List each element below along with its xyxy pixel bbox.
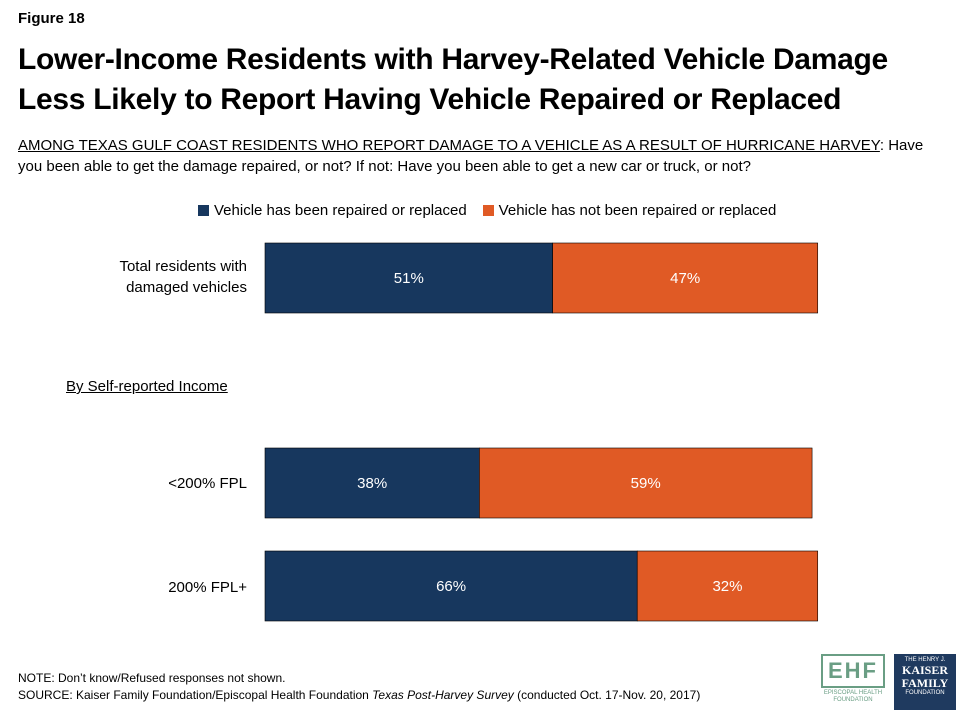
legend-item-not-repaired: Vehicle has not been repaired or replace… — [482, 202, 777, 219]
source-text: SOURCE: Kaiser Family Foundation/Episcop… — [18, 687, 700, 704]
chart-subtitle: AMONG TEXAS GULF COAST RESIDENTS WHO REP… — [18, 135, 948, 177]
data-label-total-repaired: 51% — [394, 270, 424, 287]
legend-label-not-repaired: Vehicle has not been repaired or replace… — [498, 202, 777, 219]
data-label-total-not-repaired: 47% — [670, 270, 700, 287]
kff-logo-family: FAMILY — [901, 676, 949, 690]
source-survey-name: Texas Post-Harvey Survey — [372, 688, 514, 702]
legend-label-repaired: Vehicle has been repaired or replaced — [214, 202, 467, 219]
subtitle-population: AMONG TEXAS GULF COAST RESIDENTS WHO REP… — [18, 137, 880, 154]
category-label-total-line2: damaged vehicles — [126, 279, 247, 296]
logos: EHF EPISCOPAL HEALTH FOUNDATION THE HENR… — [818, 654, 956, 710]
data-label-low-income-not-repaired: 59% — [631, 475, 661, 492]
source-suffix: (conducted Oct. 17-Nov. 20, 2017) — [513, 688, 701, 702]
legend: Vehicle has been repaired or replaced Ve… — [198, 202, 792, 219]
episcopal-health-foundation-logo: EHF EPISCOPAL HEALTH FOUNDATION — [818, 654, 888, 710]
category-label-total-line1: Total residents with — [119, 258, 247, 275]
data-label-high-income-not-repaired: 32% — [712, 578, 742, 595]
note-text: NOTE: Don’t know/Refused responses not s… — [18, 671, 286, 685]
ehf-logo-mark: EHF — [821, 654, 885, 688]
kaiser-family-foundation-logo: THE HENRY J. KAISER FAMILY FOUNDATION — [894, 654, 956, 710]
kff-logo-kaiser: KAISER — [901, 663, 948, 677]
kff-logo-bottom: FOUNDATION — [905, 690, 945, 696]
subtitle-question: : Have you been able to get the damage r… — [18, 137, 924, 175]
bar-high-income-not-repaired — [636, 550, 819, 622]
legend-swatch-repaired — [198, 205, 209, 216]
legend-item-repaired: Vehicle has been repaired or replaced — [198, 202, 467, 219]
category-label-high-income: 200% FPL+ — [168, 579, 247, 596]
chart-title: Lower-Income Residents with Harvey-Relat… — [18, 43, 888, 116]
source-prefix: SOURCE: Kaiser Family Foundation/Episcop… — [18, 688, 373, 702]
bar-total-repaired — [264, 242, 553, 314]
figure-label: Figure 18 — [18, 10, 85, 27]
data-label-low-income-repaired: 38% — [357, 475, 387, 492]
legend-swatch-not-repaired — [482, 205, 494, 216]
group-label-income: By Self-reported Income — [66, 378, 228, 395]
category-label-total: Total residents with damaged vehicles — [60, 256, 247, 298]
category-label-low-income: <200% FPL — [168, 475, 247, 492]
footnote: NOTE: Don’t know/Refused responses not s… — [18, 670, 700, 704]
bar-high-income-repaired — [264, 550, 638, 622]
kff-logo-top: THE HENRY J. — [904, 657, 946, 663]
bar-low-income-not-repaired — [479, 447, 813, 519]
bar-low-income-repaired — [264, 447, 480, 519]
bar-total-not-repaired — [552, 242, 819, 314]
data-label-high-income-repaired: 66% — [436, 578, 466, 595]
ehf-logo-text: EPISCOPAL HEALTH FOUNDATION — [823, 690, 883, 703]
